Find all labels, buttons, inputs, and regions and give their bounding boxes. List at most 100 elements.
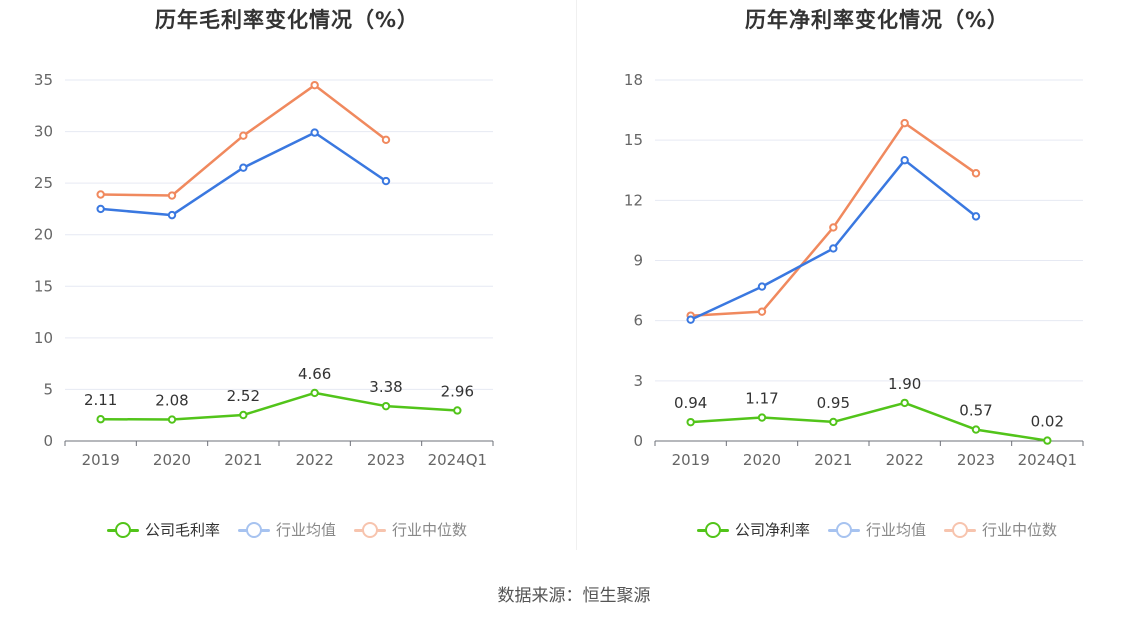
legend-line-circle-icon: [944, 521, 976, 538]
data-point: [971, 212, 981, 221]
gross-margin-chart: 0 5 10 15 20 25 30 35 2019 2020 2021 2022 2023 2024Q1…: [34, 71, 494, 469]
data-point: [96, 190, 105, 199]
series-line: [100, 131, 387, 217]
legend-label: 行业均值: [275, 521, 336, 539]
data-label: 0.02: [1031, 413, 1064, 431]
y-tick-label: 5: [43, 380, 53, 398]
legend-line-circle-icon: [106, 521, 139, 538]
panel-divider: [576, 0, 577, 550]
legend-item-industry-average[interactable]: 行业均值: [827, 519, 926, 540]
legend-item-industry-average[interactable]: 行业均值: [237, 519, 336, 540]
legend-label: 公司毛利率: [144, 521, 220, 539]
y-tick-label: 12: [624, 191, 643, 209]
data-point: [1043, 436, 1052, 445]
data-point: [971, 169, 981, 178]
legend-label: 行业中位数: [982, 521, 1058, 539]
y-tick-label: 3: [633, 372, 643, 390]
data-point: [310, 128, 319, 137]
data-label: 0.57: [959, 402, 992, 420]
data-point: [757, 307, 767, 316]
legend-line-circle-icon: [827, 521, 860, 538]
data-label: 1.90: [888, 375, 921, 393]
net-margin-chart-panel: 历年净利率变化情况（%） 0 3 6 9 12 15 18 2019 2020 2021 2022 2…: [590, 0, 1148, 560]
series-line: [690, 158, 977, 321]
legend-item-company-net-margin[interactable]: 公司净利率: [696, 519, 810, 540]
data-point: [900, 118, 909, 128]
x-tick-label: 2024Q1: [1018, 451, 1078, 469]
data-point: [381, 135, 391, 145]
data-point: [971, 425, 981, 434]
data-point: [829, 417, 838, 427]
x-tick-label: 2020: [743, 451, 781, 469]
y-tick-label: 15: [34, 277, 53, 295]
data-point: [381, 176, 391, 186]
data-point: [96, 415, 105, 424]
y-tick-label: 35: [34, 71, 53, 89]
x-tick-label: 2022: [296, 451, 334, 469]
data-point: [239, 163, 248, 172]
data-point: [900, 156, 909, 165]
legend-label: 行业均值: [865, 521, 926, 539]
data-label: 0.94: [674, 394, 707, 412]
gross-margin-legend: 公司毛利率 行业均值 行业中位数: [0, 519, 574, 540]
y-tick-label: 0: [43, 432, 53, 450]
series-line: [100, 391, 458, 421]
y-tick-label: 25: [34, 174, 53, 192]
data-label: 2.52: [227, 387, 260, 405]
gross-margin-chart-panel: 历年毛利率变化情况（%） 0 5 10 15 20 25 30 35 2019 2020 2021 2…: [0, 0, 574, 560]
data-point: [453, 406, 462, 415]
data-label: 3.38: [369, 378, 402, 396]
data-point: [96, 204, 105, 214]
y-tick-label: 20: [34, 226, 53, 244]
legend-line-circle-icon: [354, 521, 386, 538]
data-point: [829, 223, 838, 232]
data-point: [900, 398, 909, 408]
data-label: 2.11: [84, 391, 117, 409]
y-tick-label: 0: [633, 432, 643, 450]
y-tick-label: 9: [633, 252, 643, 270]
x-tick-label: 2019: [82, 451, 120, 469]
data-point: [167, 191, 177, 200]
net-margin-chart: 0 3 6 9 12 15 18 2019 2020 2021 2022 2023 2024Q1 0.94…: [624, 71, 1084, 469]
legend-label: 行业中位数: [392, 521, 468, 539]
legend-line-circle-icon: [237, 521, 270, 538]
data-point: [829, 244, 838, 253]
data-point: [757, 413, 767, 422]
x-tick-label: 2023: [367, 451, 405, 469]
data-point: [310, 80, 319, 90]
data-point: [239, 131, 248, 140]
data-point: [757, 282, 767, 291]
data-label: 1.17: [745, 390, 778, 408]
y-tick-label: 15: [624, 131, 643, 149]
series-line: [100, 83, 387, 197]
data-point: [167, 210, 177, 220]
data-point: [239, 410, 248, 420]
data-label: 0.95: [817, 394, 850, 412]
data-label: 2.96: [441, 382, 474, 400]
x-tick-label: 2021: [814, 451, 852, 469]
data-label: 2.08: [155, 392, 188, 410]
x-tick-label: 2020: [153, 451, 191, 469]
legend-item-industry-median[interactable]: 行业中位数: [354, 519, 467, 540]
legend-label: 公司净利率: [734, 521, 810, 539]
y-tick-label: 6: [633, 312, 643, 330]
y-tick-label: 10: [34, 329, 53, 347]
data-point: [167, 415, 177, 424]
data-point: [686, 417, 695, 427]
data-label: 4.66: [298, 365, 331, 383]
legend-item-industry-median[interactable]: 行业中位数: [944, 519, 1057, 540]
x-tick-label: 2022: [886, 451, 924, 469]
x-tick-label: 2021: [224, 451, 262, 469]
data-point: [381, 401, 391, 411]
series-line: [690, 401, 1048, 442]
legend-line-circle-icon: [696, 521, 729, 538]
y-tick-label: 18: [624, 71, 643, 89]
x-tick-label: 2024Q1: [428, 451, 488, 469]
legend-item-company-gross-margin[interactable]: 公司毛利率: [106, 519, 220, 540]
x-tick-label: 2023: [957, 451, 995, 469]
data-point: [686, 315, 695, 324]
y-tick-label: 30: [34, 123, 53, 141]
net-margin-chart-title: 历年净利率变化情况（%）: [744, 8, 1010, 32]
series-line: [690, 121, 977, 317]
